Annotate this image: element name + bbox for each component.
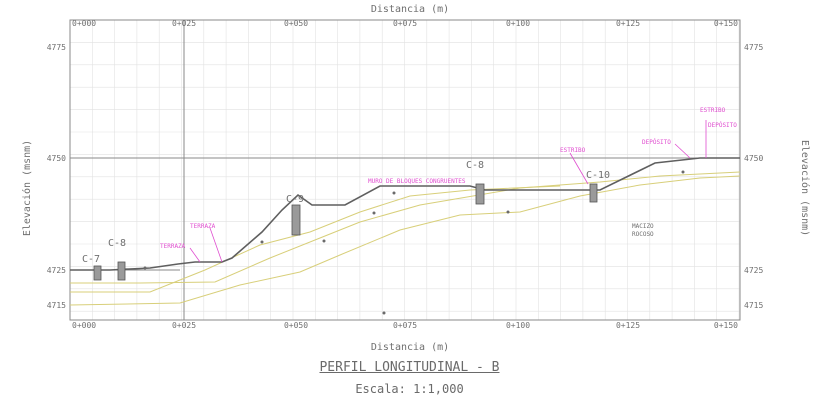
bottom-tick-label: 0+025 <box>172 321 196 330</box>
left-tick-label: 4775 <box>47 43 66 52</box>
left-tick-label: 4750 <box>47 154 66 163</box>
right-tick-label: 4775 <box>744 43 763 52</box>
scale-label: Escala: 1:1,000 <box>355 382 464 396</box>
bottom-tick-label: 0+075 <box>393 321 417 330</box>
structure-block <box>291 204 301 236</box>
structure-block <box>589 183 598 203</box>
top-tick-label: 0+025 <box>172 19 196 28</box>
strata-lines <box>69 171 741 306</box>
bottom-tick-label: 0+100 <box>506 321 530 330</box>
strata-note-line1: MACIZO <box>632 223 654 230</box>
sample-points <box>143 170 685 315</box>
annotation-note: DEPÓSITO <box>708 122 737 129</box>
top-tick-label: 0+075 <box>393 19 417 28</box>
callout-label: C-9 <box>286 194 304 205</box>
ground-profile-line <box>70 157 740 271</box>
callout-label: C-10 <box>586 170 610 181</box>
structure-markers <box>93 183 598 281</box>
right-tick-label: 4750 <box>744 154 763 163</box>
top-tick-label: 0+150 <box>714 19 738 28</box>
stratum-boundary <box>70 185 561 293</box>
annotation-note: ESTRIBO <box>700 107 726 114</box>
bottom-tick-label: 0+050 <box>284 321 308 330</box>
bottom-tick-label: 0+150 <box>714 321 738 330</box>
annotation-note: TERRAZA <box>190 223 216 230</box>
top-axis-title: Distancia (m) <box>371 4 449 15</box>
right-tick-label: 4715 <box>744 301 763 310</box>
callout-label: C-7 <box>82 254 100 265</box>
right-tick-labels: 4775 4750 4725 4715 <box>744 43 763 310</box>
annotation-notes: TERRAZA TERRAZA DEPÓSITO DEPÓSITO MURO D… <box>160 107 737 250</box>
structure-block <box>117 261 126 281</box>
bottom-tick-label: 0+125 <box>616 321 640 330</box>
annotation-note: ESTRIBO <box>560 147 586 154</box>
right-tick-label: 4725 <box>744 266 763 275</box>
annotation-note: DEPÓSITO <box>642 139 671 146</box>
plot-frame <box>69 19 741 321</box>
left-tick-labels: 4775 4750 4725 4715 <box>47 43 66 310</box>
stratum-boundary <box>69 175 741 306</box>
bottom-axis-title: Distancia (m) <box>371 342 449 353</box>
annotation-note: MURO DE BLOQUES CONGRUENTES <box>368 178 466 185</box>
drawing-title-text: PERFIL LONGITUDINAL - B <box>319 360 500 375</box>
left-tick-label: 4715 <box>47 301 66 310</box>
top-tick-label: 0+125 <box>616 19 640 28</box>
annotation-note: TERRAZA <box>160 243 186 250</box>
left-axis-title: Elevación (msnm) <box>21 140 33 236</box>
structure-block <box>93 265 102 281</box>
bottom-tick-labels: 0+000 0+025 0+050 0+075 0+100 0+125 0+15… <box>72 321 738 330</box>
structure-block <box>475 183 485 205</box>
callout-label: C-8 <box>108 238 126 249</box>
right-axis-title: Elevación (msnm) <box>799 140 811 236</box>
bottom-tick-label: 0+000 <box>72 321 96 330</box>
top-tick-label: 0+000 <box>72 19 96 28</box>
drawing-title: PERFIL LONGITUDINAL - B <box>0 360 819 375</box>
annotation-leaders <box>189 120 707 263</box>
top-tick-labels: 0+000 0+025 0+050 0+075 0+100 0+125 0+15… <box>72 19 738 28</box>
top-tick-label: 0+100 <box>506 19 530 28</box>
callout-label: C-8 <box>466 160 484 171</box>
left-tick-label: 4725 <box>47 266 66 275</box>
top-tick-label: 0+050 <box>284 19 308 28</box>
strata-note-line2: ROCOSO <box>632 231 654 238</box>
